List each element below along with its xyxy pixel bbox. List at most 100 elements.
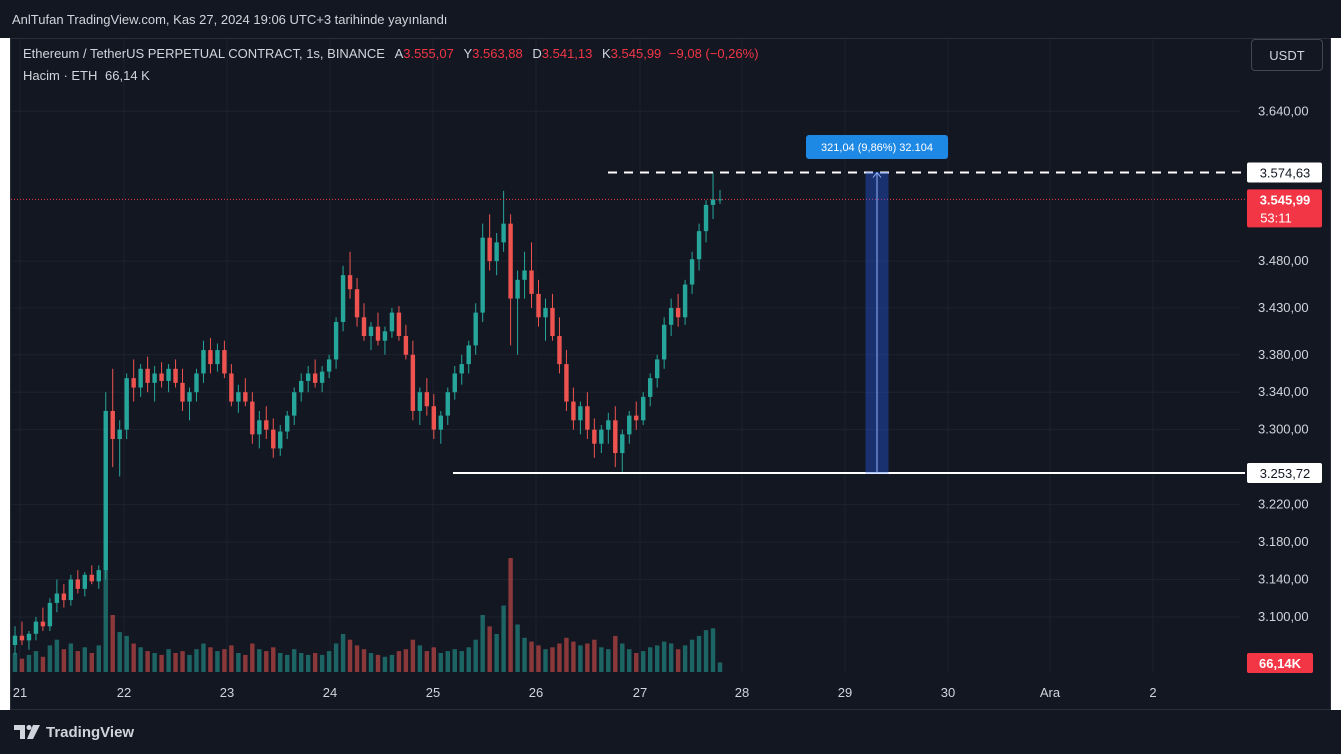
candle-body <box>578 406 583 421</box>
volume-bar <box>257 649 262 672</box>
volume-bar <box>40 656 46 672</box>
candle-body <box>145 368 150 383</box>
candle-body <box>82 574 88 589</box>
candle-body <box>382 331 388 341</box>
volume-bar <box>585 643 590 672</box>
x-tick-label: 23 <box>220 685 234 700</box>
open-label: A <box>394 46 404 61</box>
candle-body <box>606 420 611 430</box>
volume-bar <box>682 645 688 672</box>
volume-bar <box>564 637 569 672</box>
publish-title: AnlTufan TradingView.com, Kas 27, 2024 1… <box>12 12 448 27</box>
candle-body <box>96 570 101 582</box>
candle-body <box>459 364 464 374</box>
volume-bar <box>515 624 520 672</box>
volume-bar <box>536 645 541 672</box>
candle-body <box>173 368 178 383</box>
volume-bar <box>319 654 325 672</box>
volume-bar <box>131 643 136 672</box>
candle-body <box>515 279 520 299</box>
candle-body <box>529 270 534 294</box>
volume-bar <box>473 639 478 672</box>
candle-body <box>271 429 276 449</box>
candle-body <box>131 378 136 388</box>
volume-bar <box>298 653 304 672</box>
candle-body <box>536 293 541 318</box>
volume-bar <box>543 649 548 672</box>
candle-body <box>424 392 430 407</box>
candle-body <box>340 275 346 322</box>
candle-body <box>361 317 367 337</box>
volume-bar <box>550 647 555 672</box>
volume-bar <box>654 645 660 672</box>
candle-body <box>647 378 653 397</box>
volume-bar <box>487 626 492 672</box>
candle-body <box>654 359 660 379</box>
volume-bar <box>627 649 632 672</box>
candle-body <box>229 373 234 402</box>
volume-bar <box>208 647 213 672</box>
volume-bar <box>347 639 353 672</box>
candle-body <box>19 635 25 641</box>
volume-bar <box>410 639 416 672</box>
candle-body <box>389 312 395 332</box>
candle-body <box>473 312 478 346</box>
change-value: −9,08 (−0,26%) <box>668 46 759 61</box>
candle-body <box>89 574 94 582</box>
candle-body <box>396 312 402 337</box>
tradingview-logo-icon <box>14 725 40 739</box>
volume-bar <box>173 653 178 672</box>
volume-bar <box>229 645 234 672</box>
volume-bar <box>75 651 81 672</box>
candle-body <box>571 401 576 421</box>
volume-axis-label-box <box>1247 653 1313 673</box>
volume-bar <box>187 654 192 672</box>
volume-bar <box>696 635 702 672</box>
volume-bar <box>466 647 471 672</box>
volume-bar <box>494 634 499 672</box>
candle-body <box>668 307 674 325</box>
volume-bar <box>641 651 646 672</box>
candle-body <box>403 336 409 355</box>
volume-bar <box>452 649 457 672</box>
volume-bar <box>529 641 534 672</box>
brand-label: TradingView <box>46 723 135 741</box>
low-level-label-box <box>1247 463 1322 483</box>
volume-bar <box>480 615 485 672</box>
volume-bar <box>445 651 450 672</box>
volume-bar <box>138 647 143 672</box>
last-price-label: 3.545,99 <box>1260 192 1311 207</box>
low-level-label: 3.253,72 <box>1260 466 1311 481</box>
tradingview-logo[interactable]: TradingView <box>14 722 134 742</box>
volume-bar <box>243 654 248 672</box>
candle-body <box>208 350 213 365</box>
volume-bar <box>703 630 709 672</box>
candle-body <box>557 336 562 365</box>
volume-bar <box>501 605 506 672</box>
volume-bar <box>508 558 513 672</box>
volume-value: 66,14 K <box>105 68 150 83</box>
x-tick-label: 22 <box>117 685 131 700</box>
candle-body <box>236 392 241 402</box>
volume-bar <box>166 649 171 672</box>
volume-bar <box>12 653 18 672</box>
currency-button[interactable]: USDT <box>1251 39 1323 71</box>
x-tick-label: 25 <box>426 685 440 700</box>
candle-body <box>564 364 569 402</box>
candle-body <box>33 621 39 634</box>
y-tick-label: 3.100,00 <box>1258 609 1309 624</box>
candle-body <box>54 593 60 603</box>
high-value: 3.563,88 <box>472 46 523 61</box>
candle-body <box>627 415 632 435</box>
y-tick-label: 3.380,00 <box>1258 347 1309 362</box>
measure-arrow-head <box>872 171 882 178</box>
volume-bar <box>201 643 206 672</box>
candle-body <box>613 420 618 454</box>
volume-bar <box>236 653 241 672</box>
measure-label-box <box>806 135 948 159</box>
volume-bar <box>438 653 443 672</box>
candle-body <box>47 602 53 627</box>
volume-bar <box>361 649 367 672</box>
volume-bar <box>194 649 199 672</box>
